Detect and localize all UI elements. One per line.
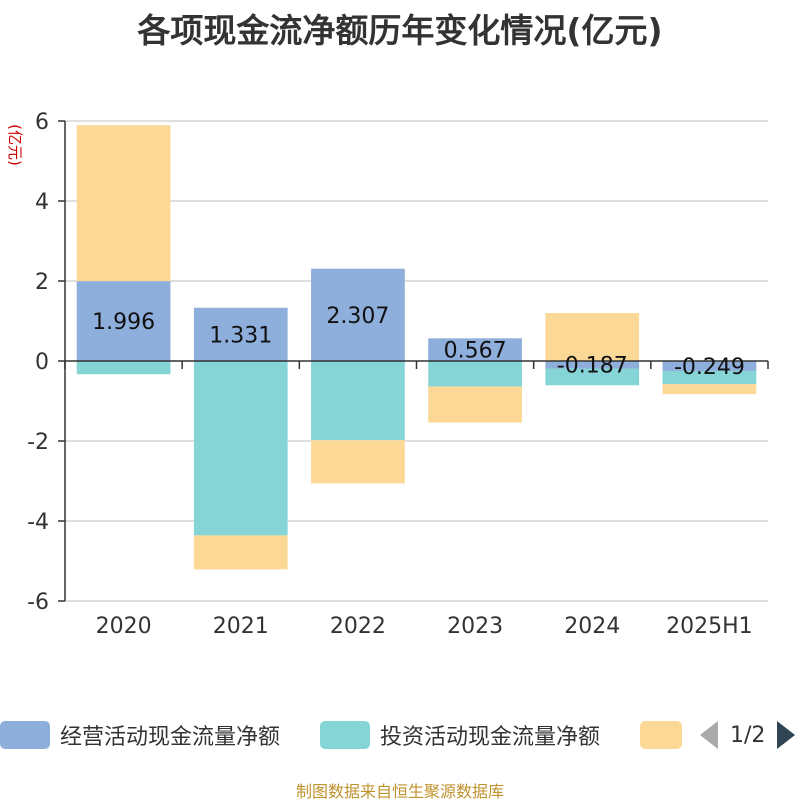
footer-source: 制图数据来自恒生聚源数据库 bbox=[295, 782, 504, 801]
bar-2025H1-series-2[interactable] bbox=[662, 384, 757, 395]
chart-plot: 6 4 2 0 -2 -4 -6 1.996 2020 1.331 2021 2.307 2022 0.5… bbox=[6, 110, 769, 639]
bar-2023-series-0[interactable] bbox=[428, 338, 522, 361]
y-tick-label: -2 bbox=[27, 430, 49, 455]
bar-2024-series-0[interactable] bbox=[545, 361, 640, 369]
legend-pager: 1/2 bbox=[700, 720, 796, 750]
x-tick-label-2025H1: 2025H1 bbox=[666, 614, 753, 639]
legend: 经营活动现金流量净额 投资活动现金流量净额 1/2 bbox=[0, 712, 800, 756]
bar-2024-series-1[interactable] bbox=[545, 368, 640, 386]
y-tick-label: 6 bbox=[35, 110, 49, 135]
bar-2023-series-2[interactable] bbox=[428, 386, 522, 423]
x-tick-label-2021: 2021 bbox=[213, 614, 269, 639]
x-tick-label-2020: 2020 bbox=[96, 614, 152, 639]
bar-2020-series-1[interactable] bbox=[76, 361, 171, 375]
data-label-2022: 2.307 bbox=[326, 304, 389, 329]
legend-page-indicator: 1/2 bbox=[730, 722, 766, 748]
y-tick-label: -6 bbox=[27, 590, 49, 615]
data-label-2020: 1.996 bbox=[92, 310, 155, 335]
bar-2020-series-0[interactable] bbox=[76, 281, 171, 361]
y-tick-label: 4 bbox=[35, 190, 49, 215]
legend-item-third[interactable] bbox=[640, 720, 692, 750]
bar-2022-series-2[interactable] bbox=[311, 440, 405, 484]
bar-2020-series-2[interactable] bbox=[76, 125, 171, 282]
x-tick-label-2022: 2022 bbox=[330, 614, 386, 639]
bar-2022-series-1[interactable] bbox=[311, 361, 405, 441]
y-tick-label: -4 bbox=[27, 510, 49, 535]
legend-prev-page-icon[interactable] bbox=[700, 721, 718, 749]
data-label-2025H1: -0.249 bbox=[674, 355, 745, 380]
data-label-2023: 0.567 bbox=[444, 339, 507, 364]
legend-swatch-investing bbox=[320, 721, 370, 749]
bar-2021-series-0[interactable] bbox=[193, 307, 288, 361]
bar-2025H1-series-1[interactable] bbox=[662, 370, 757, 385]
legend-next-page-icon[interactable] bbox=[777, 721, 796, 749]
legend-label-investing: 投资活动现金流量净额 bbox=[380, 725, 601, 750]
y-tick-label: 0 bbox=[35, 350, 49, 375]
bar-2024-series-2[interactable] bbox=[545, 313, 640, 361]
legend-label-operating: 经营活动现金流量净额 bbox=[60, 725, 281, 750]
data-label-2021: 1.331 bbox=[209, 323, 272, 348]
bar-2022-series-0[interactable] bbox=[311, 268, 405, 361]
x-tick-label-2024: 2024 bbox=[564, 614, 620, 639]
chart-title: 各项现金流净额历年变化情况(亿元) bbox=[137, 11, 663, 50]
x-tick-label-2023: 2023 bbox=[447, 614, 503, 639]
data-label-2024: -0.187 bbox=[557, 354, 628, 379]
legend-swatch-operating bbox=[0, 721, 50, 749]
bar-2025H1-series-0[interactable] bbox=[662, 361, 757, 371]
legend-item-operating[interactable]: 经营活动现金流量净额 bbox=[0, 720, 280, 750]
bar-2021-series-2[interactable] bbox=[193, 535, 288, 570]
bar-2023-series-1[interactable] bbox=[428, 361, 522, 387]
bar-2021-series-1[interactable] bbox=[193, 361, 288, 536]
legend-swatch-third bbox=[640, 721, 682, 749]
legend-item-investing[interactable]: 投资活动现金流量净额 bbox=[320, 720, 600, 750]
y-axis-title: (亿元) bbox=[6, 124, 24, 166]
y-tick-label: 2 bbox=[35, 270, 49, 295]
